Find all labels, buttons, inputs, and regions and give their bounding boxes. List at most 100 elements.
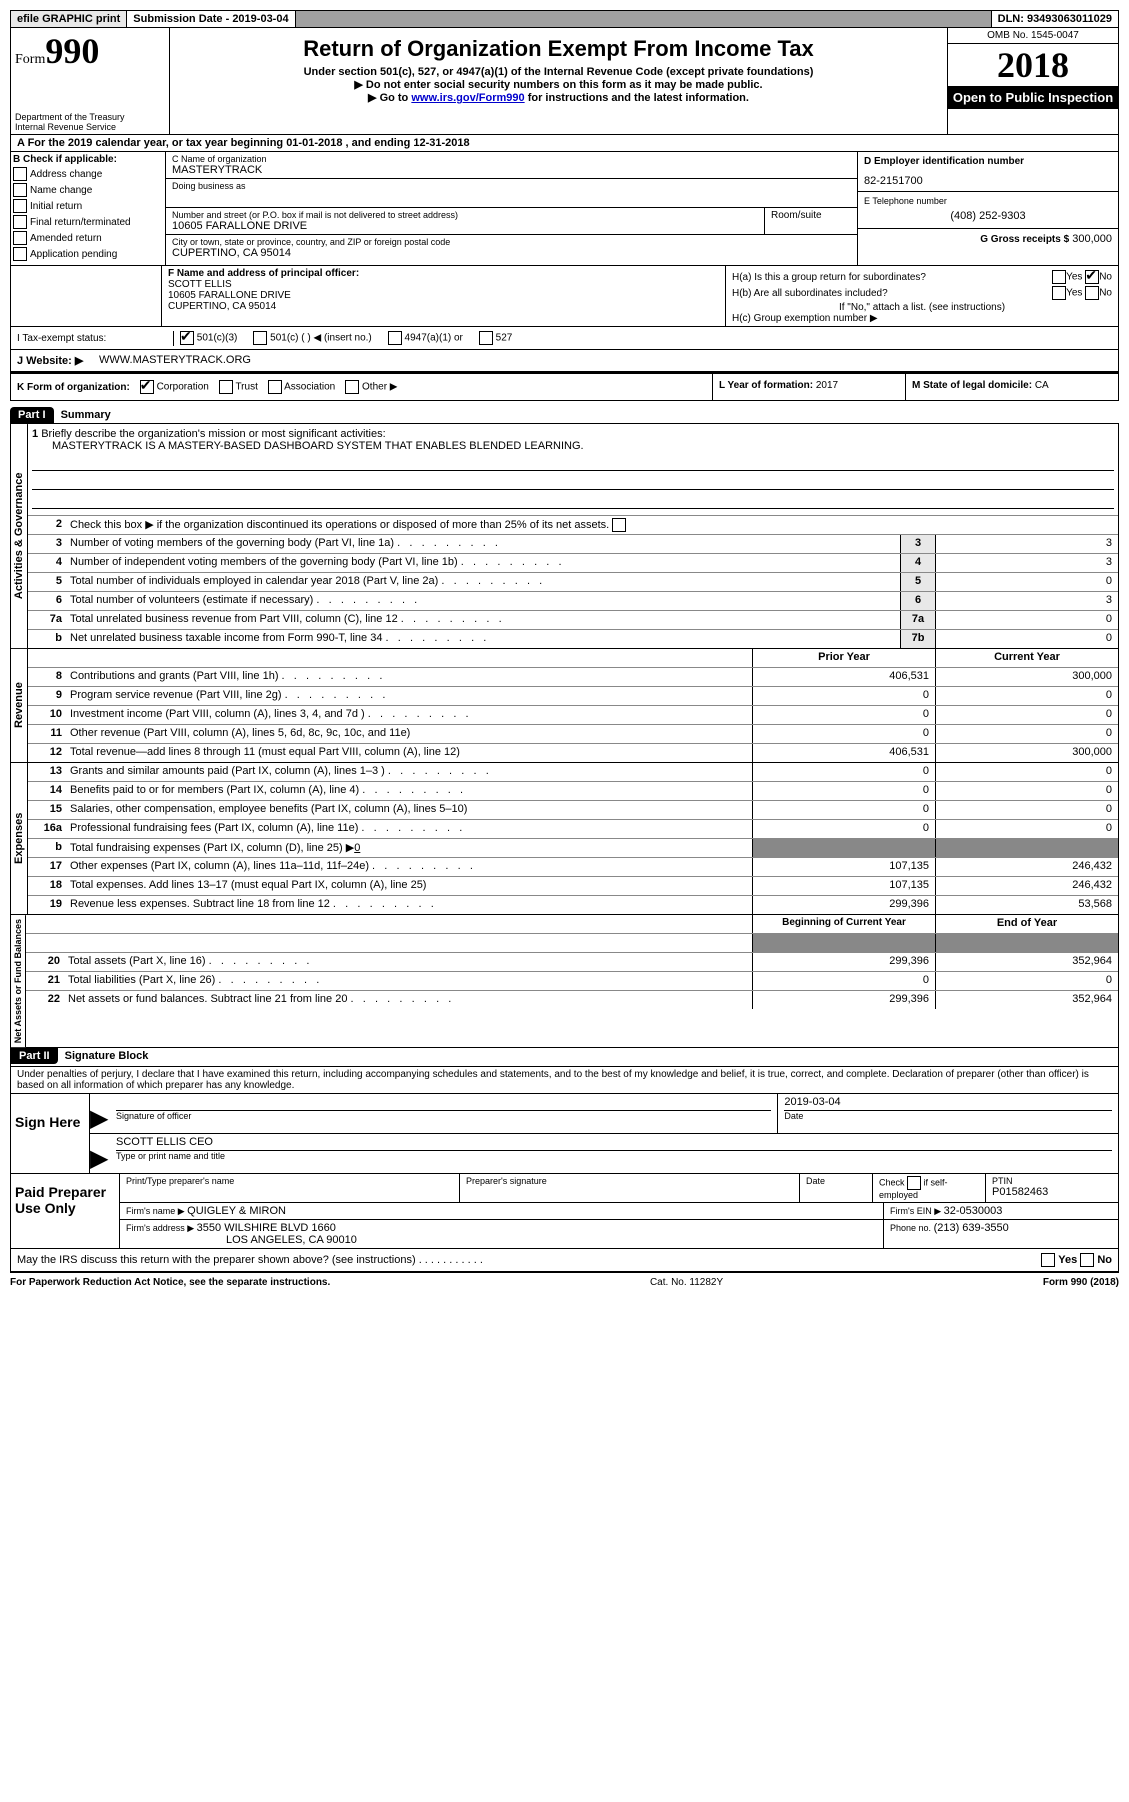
chk-other[interactable] <box>345 380 359 394</box>
dept-treasury: Department of the Treasury Internal Reve… <box>15 112 165 132</box>
ptin-label: PTIN <box>992 1176 1013 1186</box>
chk-amended[interactable] <box>13 231 27 245</box>
l6-val: 3 <box>935 592 1118 610</box>
l15-desc: Salaries, other compensation, employee b… <box>66 801 752 819</box>
sig-date-label: Date <box>784 1111 803 1121</box>
chk-assoc[interactable] <box>268 380 282 394</box>
l2-desc: Check this box ▶ if the organization dis… <box>70 519 609 531</box>
org-name: MASTERYTRACK <box>172 164 851 176</box>
chk-final-return[interactable] <box>13 215 27 229</box>
lbl-trust: Trust <box>235 382 257 393</box>
form-note-link: ▶ Go to www.irs.gov/Form990 for instruct… <box>174 91 943 104</box>
l16a-curr: 0 <box>935 820 1118 838</box>
form-subtitle: Under section 501(c), 527, or 4947(a)(1)… <box>174 66 943 78</box>
l10-prior: 0 <box>752 706 935 724</box>
chk-initial-return[interactable] <box>13 199 27 213</box>
chk-527[interactable] <box>479 331 493 345</box>
sig-officer-label: Signature of officer <box>116 1111 191 1121</box>
lbl-501c: 501(c) ( ) ◀ (insert no.) <box>270 333 372 344</box>
discuss-yes[interactable] <box>1041 1253 1055 1267</box>
l7a-val: 0 <box>935 611 1118 629</box>
typed-name-label: Type or print name and title <box>116 1151 225 1161</box>
discuss-yes-label: Yes <box>1058 1254 1077 1266</box>
firm-addr2: LOS ANGELES, CA 90010 <box>126 1234 357 1246</box>
dln: DLN: 93493063011029 <box>991 11 1118 27</box>
chk-discontinued[interactable] <box>612 518 626 532</box>
l21-prior: 0 <box>752 972 935 990</box>
col-end: End of Year <box>935 915 1118 933</box>
chk-501c3[interactable] <box>180 331 194 345</box>
l15-prior: 0 <box>752 801 935 819</box>
l9-curr: 0 <box>935 687 1118 705</box>
chk-4947[interactable] <box>388 331 402 345</box>
l17-desc: Other expenses (Part IX, column (A), lin… <box>66 858 752 876</box>
org-city: CUPERTINO, CA 95014 <box>172 247 851 259</box>
prep-sig-label: Preparer's signature <box>460 1174 800 1202</box>
tax-year: 2018 <box>948 44 1118 86</box>
chk-address-change[interactable] <box>13 167 27 181</box>
org-address: 10605 FARALLONE DRIVE <box>172 220 758 232</box>
footer-mid: Cat. No. 11282Y <box>650 1277 723 1288</box>
l14-desc: Benefits paid to or for members (Part IX… <box>66 782 752 800</box>
hb-yes[interactable] <box>1052 286 1066 300</box>
discuss-text: May the IRS discuss this return with the… <box>17 1254 416 1266</box>
ha-yes[interactable] <box>1052 270 1066 284</box>
l15-curr: 0 <box>935 801 1118 819</box>
row-fh: F Name and address of principal officer:… <box>10 266 1119 327</box>
l22-prior: 299,396 <box>752 991 935 1009</box>
chk-trust[interactable] <box>219 380 233 394</box>
l9-desc: Program service revenue (Part VIII, line… <box>66 687 752 705</box>
firm-ein-label: Firm's EIN ▶ <box>890 1206 941 1216</box>
l10-curr: 0 <box>935 706 1118 724</box>
discuss-no[interactable] <box>1080 1253 1094 1267</box>
firm-phone: (213) 639-3550 <box>934 1222 1009 1234</box>
tab-netassets: Net Assets or Fund Balances <box>11 915 26 1047</box>
form-header: Form990 Department of the Treasury Inter… <box>10 28 1119 135</box>
l12-curr: 300,000 <box>935 744 1118 762</box>
discuss-no-label: No <box>1097 1254 1112 1266</box>
chk-corp[interactable] <box>140 380 154 394</box>
f-label: F Name and address of principal officer: <box>168 268 719 279</box>
bcd-grid: B Check if applicable: Address change Na… <box>10 152 1119 266</box>
chk-name-change[interactable] <box>13 183 27 197</box>
part1-title: Summary <box>61 409 111 421</box>
chk-501c[interactable] <box>253 331 267 345</box>
header-right: OMB No. 1545-0047 2018 Open to Public In… <box>947 28 1118 134</box>
lbl-corp: Corporation <box>157 382 209 393</box>
l22-desc: Net assets or fund balances. Subtract li… <box>64 991 752 1009</box>
officer-addr1: 10605 FARALLONE DRIVE <box>168 290 719 301</box>
top-bar: efile GRAPHIC print Submission Date - 20… <box>10 10 1119 28</box>
firm-name: QUIGLEY & MIRON <box>187 1205 286 1217</box>
l13-curr: 0 <box>935 763 1118 781</box>
lbl-final-return: Final return/terminated <box>30 217 131 228</box>
l16b-curr-shade <box>935 839 1118 857</box>
chk-self-employed[interactable] <box>907 1176 921 1190</box>
l5-val: 0 <box>935 573 1118 591</box>
city-label: City or town, state or province, country… <box>172 237 851 247</box>
c-name-label: C Name of organization <box>172 154 851 164</box>
l11-prior: 0 <box>752 725 935 743</box>
hb-no[interactable] <box>1085 286 1099 300</box>
l4-val: 3 <box>935 554 1118 572</box>
lbl-4947: 4947(a)(1) or <box>405 333 463 344</box>
irs-link[interactable]: www.irs.gov/Form990 <box>411 92 524 104</box>
mission-text: MASTERYTRACK IS A MASTERY-BASED DASHBOAR… <box>32 440 1114 452</box>
goto-pre: ▶ Go to <box>368 92 411 104</box>
hb-note: If "No," attach a list. (see instruction… <box>732 302 1112 313</box>
officer-typed-name: SCOTT ELLIS CEO <box>116 1136 1112 1151</box>
sign-here-label: Sign Here <box>11 1094 90 1173</box>
footer-left: For Paperwork Reduction Act Notice, see … <box>10 1277 330 1288</box>
form-prefix: Form <box>15 52 45 67</box>
lbl-address-change: Address change <box>30 169 102 180</box>
part2-header: Part II <box>11 1048 58 1064</box>
col-beginning: Beginning of Current Year <box>752 915 935 933</box>
chk-app-pending[interactable] <box>13 247 27 261</box>
b-title: B Check if applicable: <box>13 154 163 165</box>
l14-curr: 0 <box>935 782 1118 800</box>
revenue-section: Revenue Prior YearCurrent Year 8Contribu… <box>10 649 1119 763</box>
activities-governance: Activities & Governance 1 Briefly descri… <box>10 423 1119 649</box>
l13-prior: 0 <box>752 763 935 781</box>
prep-name-label: Print/Type preparer's name <box>120 1174 460 1202</box>
ha-no[interactable] <box>1085 270 1099 284</box>
efile-label[interactable]: efile GRAPHIC print <box>11 11 127 27</box>
